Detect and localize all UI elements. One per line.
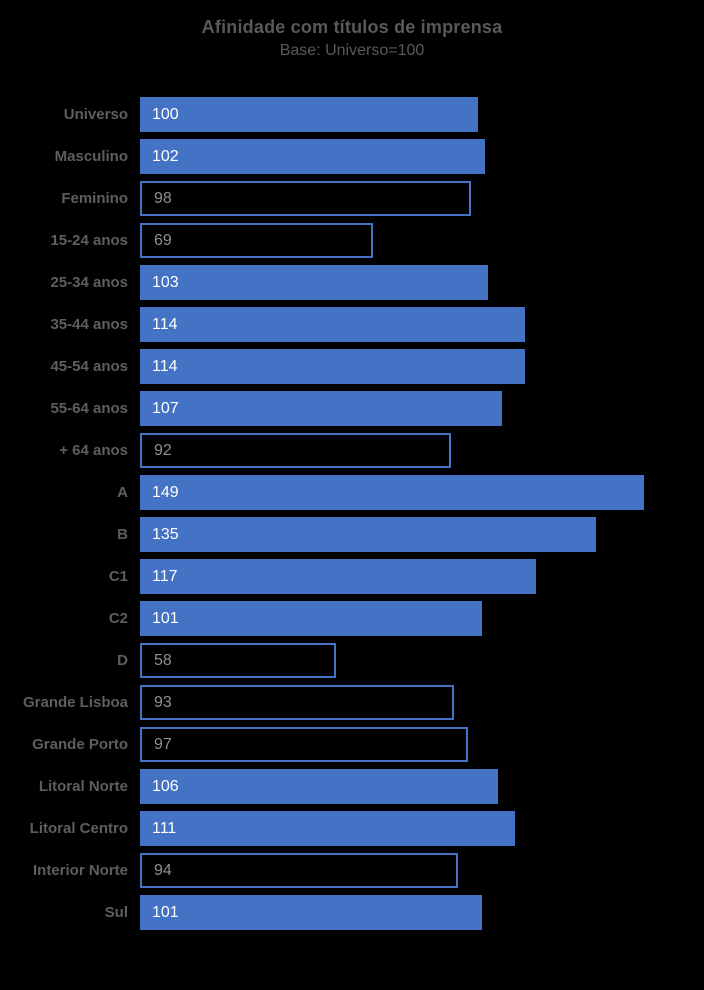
chart-row: D 58 — [0, 643, 704, 678]
bar-outlined: 94 — [140, 853, 458, 888]
value-label: 114 — [152, 315, 178, 333]
bar-filled: 114 — [140, 349, 525, 384]
value-label: 101 — [152, 609, 179, 627]
chart-row: C1 117 — [0, 559, 704, 594]
bar-outlined: 93 — [140, 685, 454, 720]
category-label: D — [117, 652, 128, 669]
category-label: 35-44 anos — [50, 316, 128, 333]
bar-outlined: 92 — [140, 433, 451, 468]
chart-row: 25-34 anos 103 — [0, 265, 704, 300]
category-label: Masculino — [54, 148, 128, 165]
category-label: + 64 anos — [59, 442, 128, 459]
bar-filled: 135 — [140, 517, 596, 552]
value-label: 69 — [154, 231, 172, 249]
bar-filled: 111 — [140, 811, 515, 846]
chart-row: Grande Lisboa 93 — [0, 685, 704, 720]
value-label: 58 — [154, 651, 172, 669]
value-label: 101 — [152, 903, 179, 921]
category-label: Litoral Norte — [38, 778, 128, 795]
bar-filled: 100 — [140, 97, 478, 132]
chart-row: 35-44 anos 114 — [0, 307, 704, 342]
value-label: 92 — [154, 441, 172, 459]
bar-filled: 101 — [140, 601, 482, 636]
value-label: 106 — [152, 777, 179, 795]
value-label: 135 — [152, 525, 179, 543]
category-label: Feminino — [61, 190, 128, 207]
category-label: A — [117, 484, 128, 501]
chart-row: 15-24 anos 69 — [0, 223, 704, 258]
chart-subtitle: Base: Universo=100 — [279, 42, 425, 59]
value-label: 111 — [152, 819, 177, 837]
category-label: 55-64 anos — [50, 400, 128, 417]
chart-row: Grande Porto 97 — [0, 727, 704, 762]
chart-row: + 64 anos 92 — [0, 433, 704, 468]
category-label: Grande Lisboa — [22, 694, 128, 711]
chart-row: A 149 — [0, 475, 704, 510]
value-label: 102 — [152, 147, 179, 165]
category-label: Sul — [104, 904, 128, 921]
bar-filled: 149 — [140, 475, 644, 510]
bar-outlined: 69 — [140, 223, 373, 258]
category-label: B — [117, 526, 128, 543]
bar-filled: 103 — [140, 265, 488, 300]
category-label: Universo — [63, 106, 128, 123]
value-label: 100 — [152, 105, 179, 123]
chart-row: Sul 101 — [0, 895, 704, 930]
chart-row: Litoral Centro 111 — [0, 811, 704, 846]
bar-outlined: 97 — [140, 727, 468, 762]
bar-outlined: 58 — [140, 643, 336, 678]
value-label: 114 — [152, 357, 178, 375]
value-label: 107 — [152, 399, 179, 417]
category-label: Grande Porto — [32, 736, 128, 753]
chart-row: Interior Norte 94 — [0, 853, 704, 888]
chart-row: 45-54 anos 114 — [0, 349, 704, 384]
bar-filled: 101 — [140, 895, 482, 930]
category-label: C1 — [108, 568, 128, 585]
category-label: 15-24 anos — [50, 232, 128, 249]
value-label: 97 — [154, 735, 172, 753]
bar-outlined: 98 — [140, 181, 471, 216]
category-label: C2 — [108, 610, 128, 627]
value-label: 149 — [152, 483, 179, 501]
chart-title: Afinidade com títulos de imprensa — [201, 17, 503, 37]
chart-row: Universo 100 — [0, 97, 704, 132]
category-label: Interior Norte — [32, 862, 128, 879]
bar-filled: 102 — [140, 139, 485, 174]
chart-row: C2 101 — [0, 601, 704, 636]
chart-row: B 135 — [0, 517, 704, 552]
bar-filled: 114 — [140, 307, 525, 342]
chart-row: 55-64 anos 107 — [0, 391, 704, 426]
chart-row: Feminino 98 — [0, 181, 704, 216]
category-label: 45-54 anos — [50, 358, 128, 375]
category-label: 25-34 anos — [50, 274, 128, 291]
value-label: 93 — [154, 693, 172, 711]
category-label: Litoral Centro — [29, 820, 128, 837]
bar-filled: 117 — [140, 559, 536, 594]
bar-filled: 107 — [140, 391, 502, 426]
chart-row: Litoral Norte 106 — [0, 769, 704, 804]
value-label: 103 — [152, 273, 179, 291]
bar-filled: 106 — [140, 769, 498, 804]
value-label: 98 — [154, 189, 172, 207]
chart-row: Masculino 102 — [0, 139, 704, 174]
value-label: 94 — [154, 861, 172, 879]
value-label: 117 — [152, 567, 178, 585]
